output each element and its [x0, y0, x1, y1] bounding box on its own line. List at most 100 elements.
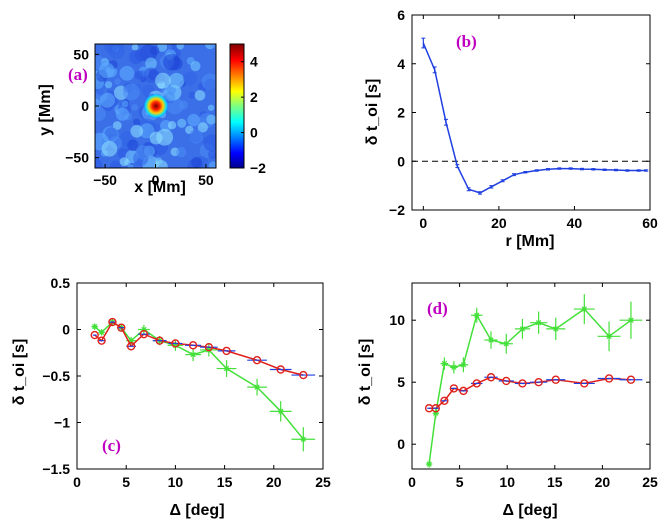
xtick-label: 10: [499, 474, 515, 490]
ytick-label: 5: [397, 374, 405, 390]
heatmap-xtick-label: −50: [93, 172, 117, 188]
data-point-red: [604, 374, 614, 383]
heatmap-noise-blob: [155, 157, 163, 165]
ytick-label: 0.5: [51, 275, 71, 291]
heatmap-noise-blob: [114, 78, 121, 85]
plot-c-marks: 0 5 10 15 20 25 0.5 0 −0.5 −1 −1.5: [42, 275, 331, 490]
heatmap-ticks: −50 0 50 50 0 −50: [65, 46, 214, 188]
heatmap-noise-blob: [119, 65, 135, 81]
heatmap-noise-blob: [95, 106, 106, 122]
heatmap-noise-blob: [157, 44, 168, 52]
heatmap-noise-blob: [179, 100, 189, 110]
plot-b-ylabel: δ t_oi [s]: [364, 79, 381, 146]
xtick-label: 15: [217, 474, 233, 490]
heatmap-ytick-label: 0: [81, 98, 89, 114]
data-point-green: [535, 319, 542, 326]
xtick-label: 25: [315, 474, 331, 490]
heatmap-noise-blob: [191, 156, 203, 168]
heatmap-noise-blob: [143, 67, 159, 83]
heatmap-xtick-label: 0: [152, 172, 160, 188]
heatmap-noise-blob: [188, 91, 196, 99]
star-stroke: [519, 326, 526, 332]
star-stroke: [628, 317, 634, 323]
heatmap-noise-blob: [101, 140, 118, 157]
data-point-red: [117, 323, 126, 332]
heatmap-noise-blob: [95, 158, 103, 168]
heatmap-ylabel: y [Mm]: [37, 84, 54, 136]
star-stroke: [441, 360, 448, 367]
colorbar-tick-label: −2: [250, 160, 266, 176]
data-point-red: [502, 376, 511, 386]
heatmap-noise-blob: [163, 85, 180, 102]
heatmap-noise-blob: [168, 72, 185, 89]
heatmap-noise-blob: [135, 145, 151, 160]
heatmap-ytick-label: 50: [73, 46, 89, 62]
heatmap-noise-blob: [127, 164, 134, 168]
heatmap-noise-blob: [209, 44, 216, 49]
heatmap-noise-blob: [176, 147, 187, 158]
data-point-red: [472, 379, 481, 388]
xtick-label: 10: [168, 474, 184, 490]
plot-c-xlabel: Δ [deg]: [169, 502, 224, 519]
heatmap-noise-blob: [130, 124, 144, 138]
heatmap-noise-blob: [156, 128, 174, 146]
heatmap-noise-blob: [163, 53, 181, 71]
heatmap-xtick-label: 50: [198, 172, 214, 188]
star-stroke: [92, 324, 98, 330]
series-line-red: [429, 376, 632, 409]
data-point-green: [189, 351, 197, 358]
series-line-red: [94, 321, 304, 376]
series-line-δ t_oi: [422, 42, 647, 194]
ytick-label: −0.5: [42, 368, 70, 384]
star-stroke: [488, 337, 494, 343]
data-point-red: [580, 379, 589, 388]
heatmap-noise-blob: [188, 129, 204, 144]
data-point-red: [90, 330, 99, 340]
heatmap-noise-blob: [194, 90, 206, 101]
colorbar-ticks: 4 2 0 −2: [241, 54, 266, 176]
xtick-label: 40: [567, 215, 583, 231]
heatmap-noise-blob: [121, 100, 129, 108]
xtick-label: 5: [122, 474, 130, 490]
heatmap-noise-blob: [131, 103, 139, 111]
panel-label-b: (b): [456, 32, 477, 51]
heatmap-noise-blob: [183, 71, 198, 86]
data-point-green: [253, 383, 261, 391]
plot-d-ylabel: δ t_oi [s]: [357, 339, 374, 406]
star-stroke: [98, 329, 105, 335]
data-point-red: [626, 375, 636, 384]
data-point-red: [204, 342, 214, 352]
heatmap-noise-blob: [167, 121, 177, 130]
panel-label-c: (c): [102, 436, 121, 455]
data-point-red: [440, 396, 449, 405]
data-point-green: [98, 329, 105, 336]
data-point-green: [300, 436, 307, 443]
ytick-label: −1.5: [42, 461, 70, 477]
data-point-red: [222, 346, 231, 356]
data-point-red: [171, 339, 180, 348]
data-point-red: [252, 355, 262, 365]
data-point-green: [487, 336, 495, 344]
data-point-red: [551, 375, 560, 384]
heatmap-noise: [95, 44, 216, 168]
data-point-red: [486, 373, 496, 382]
xtick-label: 0: [408, 474, 416, 490]
data-point-green: [627, 317, 635, 324]
data-point-red: [155, 336, 164, 345]
star-stroke: [451, 364, 457, 370]
xtick-label: 20: [491, 215, 507, 231]
heatmap-noise-blob: [133, 118, 141, 126]
plot-d-marks: 0 5 10 15 20 25 10 5 0: [389, 283, 658, 490]
data-point-green: [519, 325, 526, 333]
heatmap-noise-blob: [134, 70, 144, 80]
star-stroke: [503, 341, 509, 347]
xtick-label: 60: [642, 215, 658, 231]
heatmap-noise-blob: [190, 61, 201, 72]
heatmap-noise-blob: [145, 57, 157, 70]
ytick-label: 0: [397, 153, 405, 169]
heatmap-noise-blob: [109, 160, 122, 168]
data-point-green: [605, 333, 613, 340]
